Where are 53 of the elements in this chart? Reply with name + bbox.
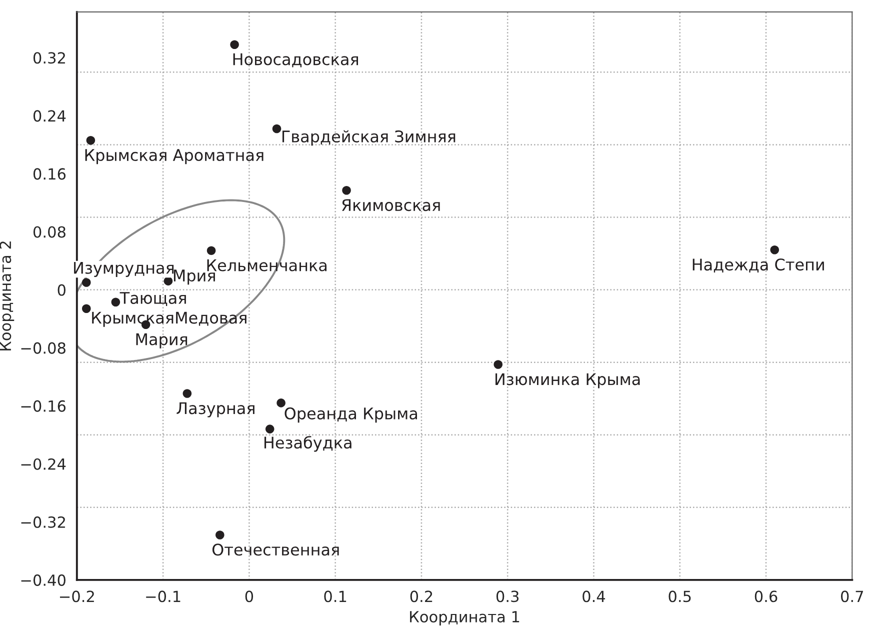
annotation: Изумрудная bbox=[74, 262, 174, 277]
x-tick-label: 0.3 bbox=[496, 590, 519, 602]
annotation: КрымскаяМедовая bbox=[92, 312, 246, 327]
y-tick-label: −0.24 bbox=[21, 458, 66, 470]
x-tick-label: 0.7 bbox=[841, 590, 863, 602]
point bbox=[216, 530, 224, 540]
x-tick-label: −0.1 bbox=[146, 590, 180, 602]
point bbox=[494, 360, 503, 369]
point bbox=[206, 246, 216, 255]
x-tick-label: 0.2 bbox=[410, 590, 432, 602]
x-tick-label: 0.5 bbox=[668, 590, 691, 602]
x-tick-label: 0 bbox=[245, 590, 254, 602]
annotation: Изюминка Крыма bbox=[496, 373, 640, 388]
annotation: Гвардейская Зимняя bbox=[282, 130, 456, 146]
x-tick-label: 0.4 bbox=[582, 590, 606, 602]
point bbox=[770, 245, 780, 254]
y-tick-label: −0.40 bbox=[21, 574, 66, 586]
annotation: Незабудка bbox=[264, 436, 352, 452]
annotation: Отечественная bbox=[212, 544, 339, 556]
y-tick-label: 0.16 bbox=[33, 168, 66, 180]
y-tick-label: −0.16 bbox=[21, 400, 66, 412]
y-tick-label: 0.32 bbox=[33, 52, 65, 64]
y-tick-label: 0.08 bbox=[33, 226, 66, 238]
x-axis-title: Координата 1 bbox=[410, 611, 520, 626]
annotation: Ореанда Крыма bbox=[284, 407, 417, 423]
y-tick-label: 0 bbox=[58, 284, 66, 296]
point bbox=[82, 278, 91, 287]
point bbox=[111, 298, 120, 306]
point bbox=[230, 40, 239, 49]
y-tick-label: −0.32 bbox=[21, 516, 65, 528]
annotation: Надежда Степи bbox=[692, 258, 824, 273]
point bbox=[182, 389, 192, 398]
annotation: Кельменчанка bbox=[207, 259, 326, 272]
point bbox=[265, 424, 274, 434]
point bbox=[164, 276, 173, 286]
point bbox=[342, 186, 351, 195]
annotation: Тающая bbox=[120, 292, 186, 306]
annotation: Мария bbox=[136, 333, 188, 348]
y-tick-label: 0.24 bbox=[33, 110, 66, 122]
y-axis-title: Координата 2 bbox=[0, 242, 14, 350]
annotation: Крымская Ароматная bbox=[85, 149, 264, 164]
annotation: Новосадовская bbox=[233, 53, 358, 68]
annotation: Мрия bbox=[174, 270, 215, 285]
y-tick-label: −0.08 bbox=[21, 342, 66, 354]
point bbox=[82, 304, 91, 314]
x-tick-label: 0.6 bbox=[754, 590, 778, 602]
x-tick-label: 0.1 bbox=[324, 590, 346, 602]
point bbox=[86, 136, 96, 145]
point bbox=[272, 124, 282, 134]
x-tick-label: −0.2 bbox=[60, 590, 94, 602]
point bbox=[276, 398, 286, 408]
annotation: Якимовская bbox=[342, 199, 440, 212]
annotation: Лазурная bbox=[176, 402, 254, 418]
